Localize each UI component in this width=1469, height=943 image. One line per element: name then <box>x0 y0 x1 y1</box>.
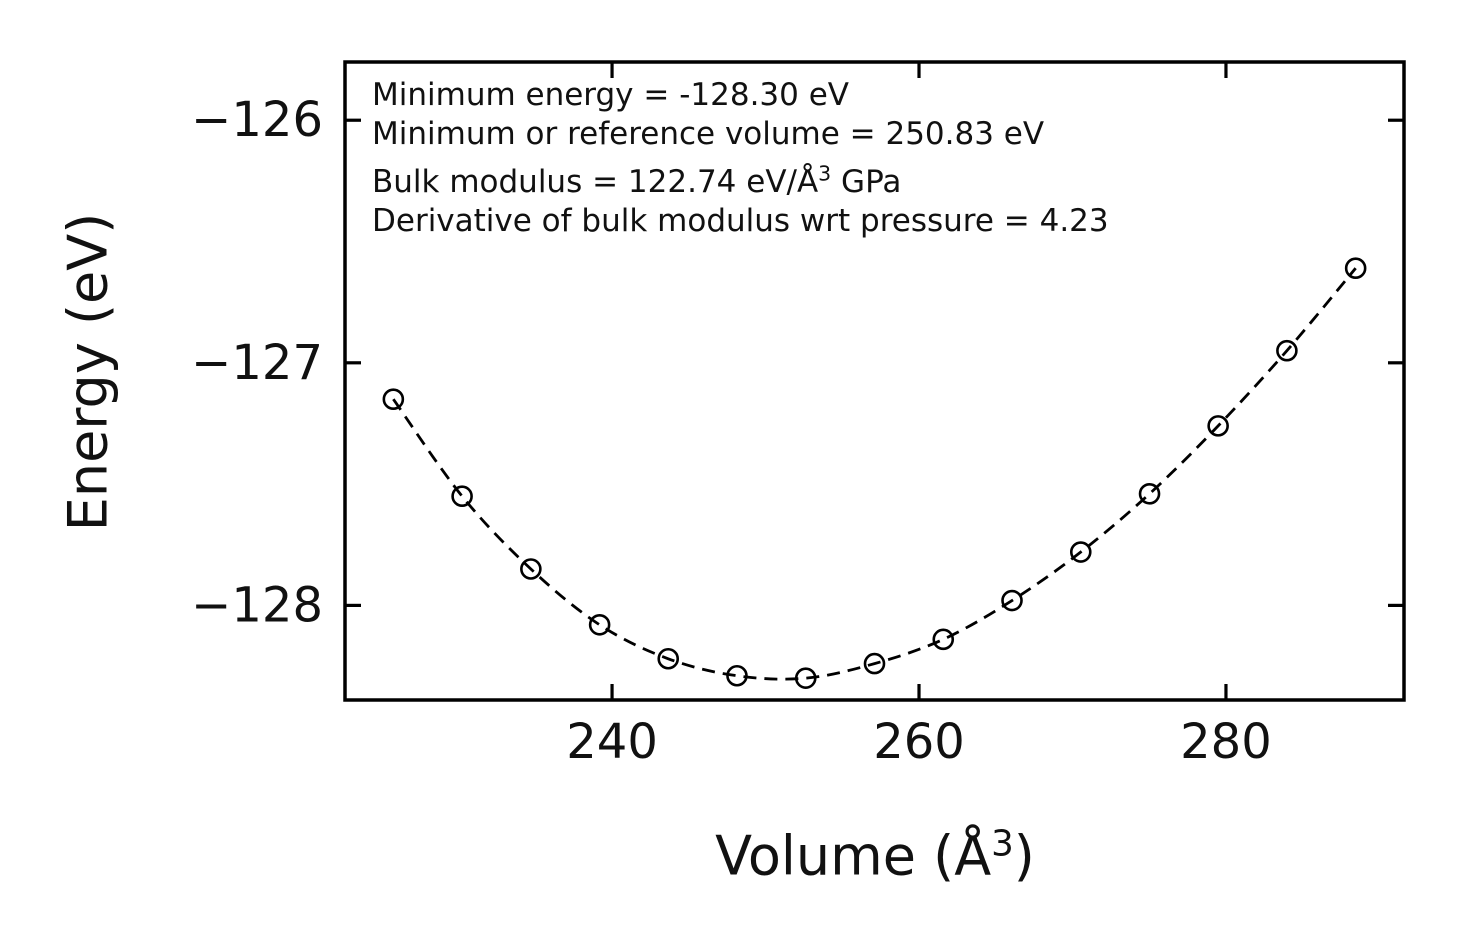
data-point-marker <box>588 613 611 636</box>
x-tick-label: 280 <box>1180 714 1272 770</box>
annotation-line: Derivative of bulk modulus wrt pressure … <box>372 202 1109 241</box>
label-text: Derivative of bulk modulus wrt pressure … <box>372 203 1109 239</box>
superscript-text: 3 <box>818 161 832 186</box>
label-text: Minimum or reference volume = 250.83 eV <box>372 116 1045 152</box>
y-tick-label: −127 <box>191 335 323 391</box>
data-point-marker <box>1138 483 1161 505</box>
superscript-text: 3 <box>991 823 1014 865</box>
y-tick-label: −128 <box>191 577 323 633</box>
annotation-line: Bulk modulus = 122.74 eV/Å3 GPa <box>372 163 1109 202</box>
data-point-marker <box>1001 589 1023 612</box>
y-tick-label: −126 <box>191 92 323 148</box>
x-axis-label: Volume (Å3) <box>715 825 1035 888</box>
data-point-marker <box>1344 257 1367 279</box>
data-point-marker <box>382 388 405 410</box>
data-point-marker <box>520 558 542 580</box>
label-text: Minimum energy = -128.30 eV <box>372 77 850 113</box>
axes-box <box>343 60 1406 702</box>
eos-fit-curve <box>392 267 1357 681</box>
data-point-marker <box>726 664 748 687</box>
label-text: ) <box>1013 824 1035 888</box>
data-point-marker <box>1207 415 1229 437</box>
annotation-line: Minimum or reference volume = 250.83 eV <box>372 115 1109 154</box>
data-point-marker <box>932 628 955 651</box>
label-text: Volume (Å <box>715 824 992 888</box>
y-axis-label: Energy (eV) <box>56 212 120 532</box>
data-point-marker <box>451 485 473 508</box>
data-point-marker <box>1069 541 1092 563</box>
label-text: Bulk modulus = 122.74 eV/Å <box>372 164 819 200</box>
fit-summary-annotation: Minimum energy = -128.30 eV Minimum or re… <box>372 76 1109 241</box>
data-point-marker <box>1276 339 1298 362</box>
label-text: GPa <box>831 164 902 200</box>
data-point-marker <box>863 652 886 675</box>
data-point-marker <box>657 647 680 670</box>
annotation-line: Minimum energy = -128.30 eV <box>372 76 1109 115</box>
x-tick-label: 240 <box>566 714 658 770</box>
data-point-marker <box>794 667 817 689</box>
x-tick-label: 260 <box>873 714 965 770</box>
